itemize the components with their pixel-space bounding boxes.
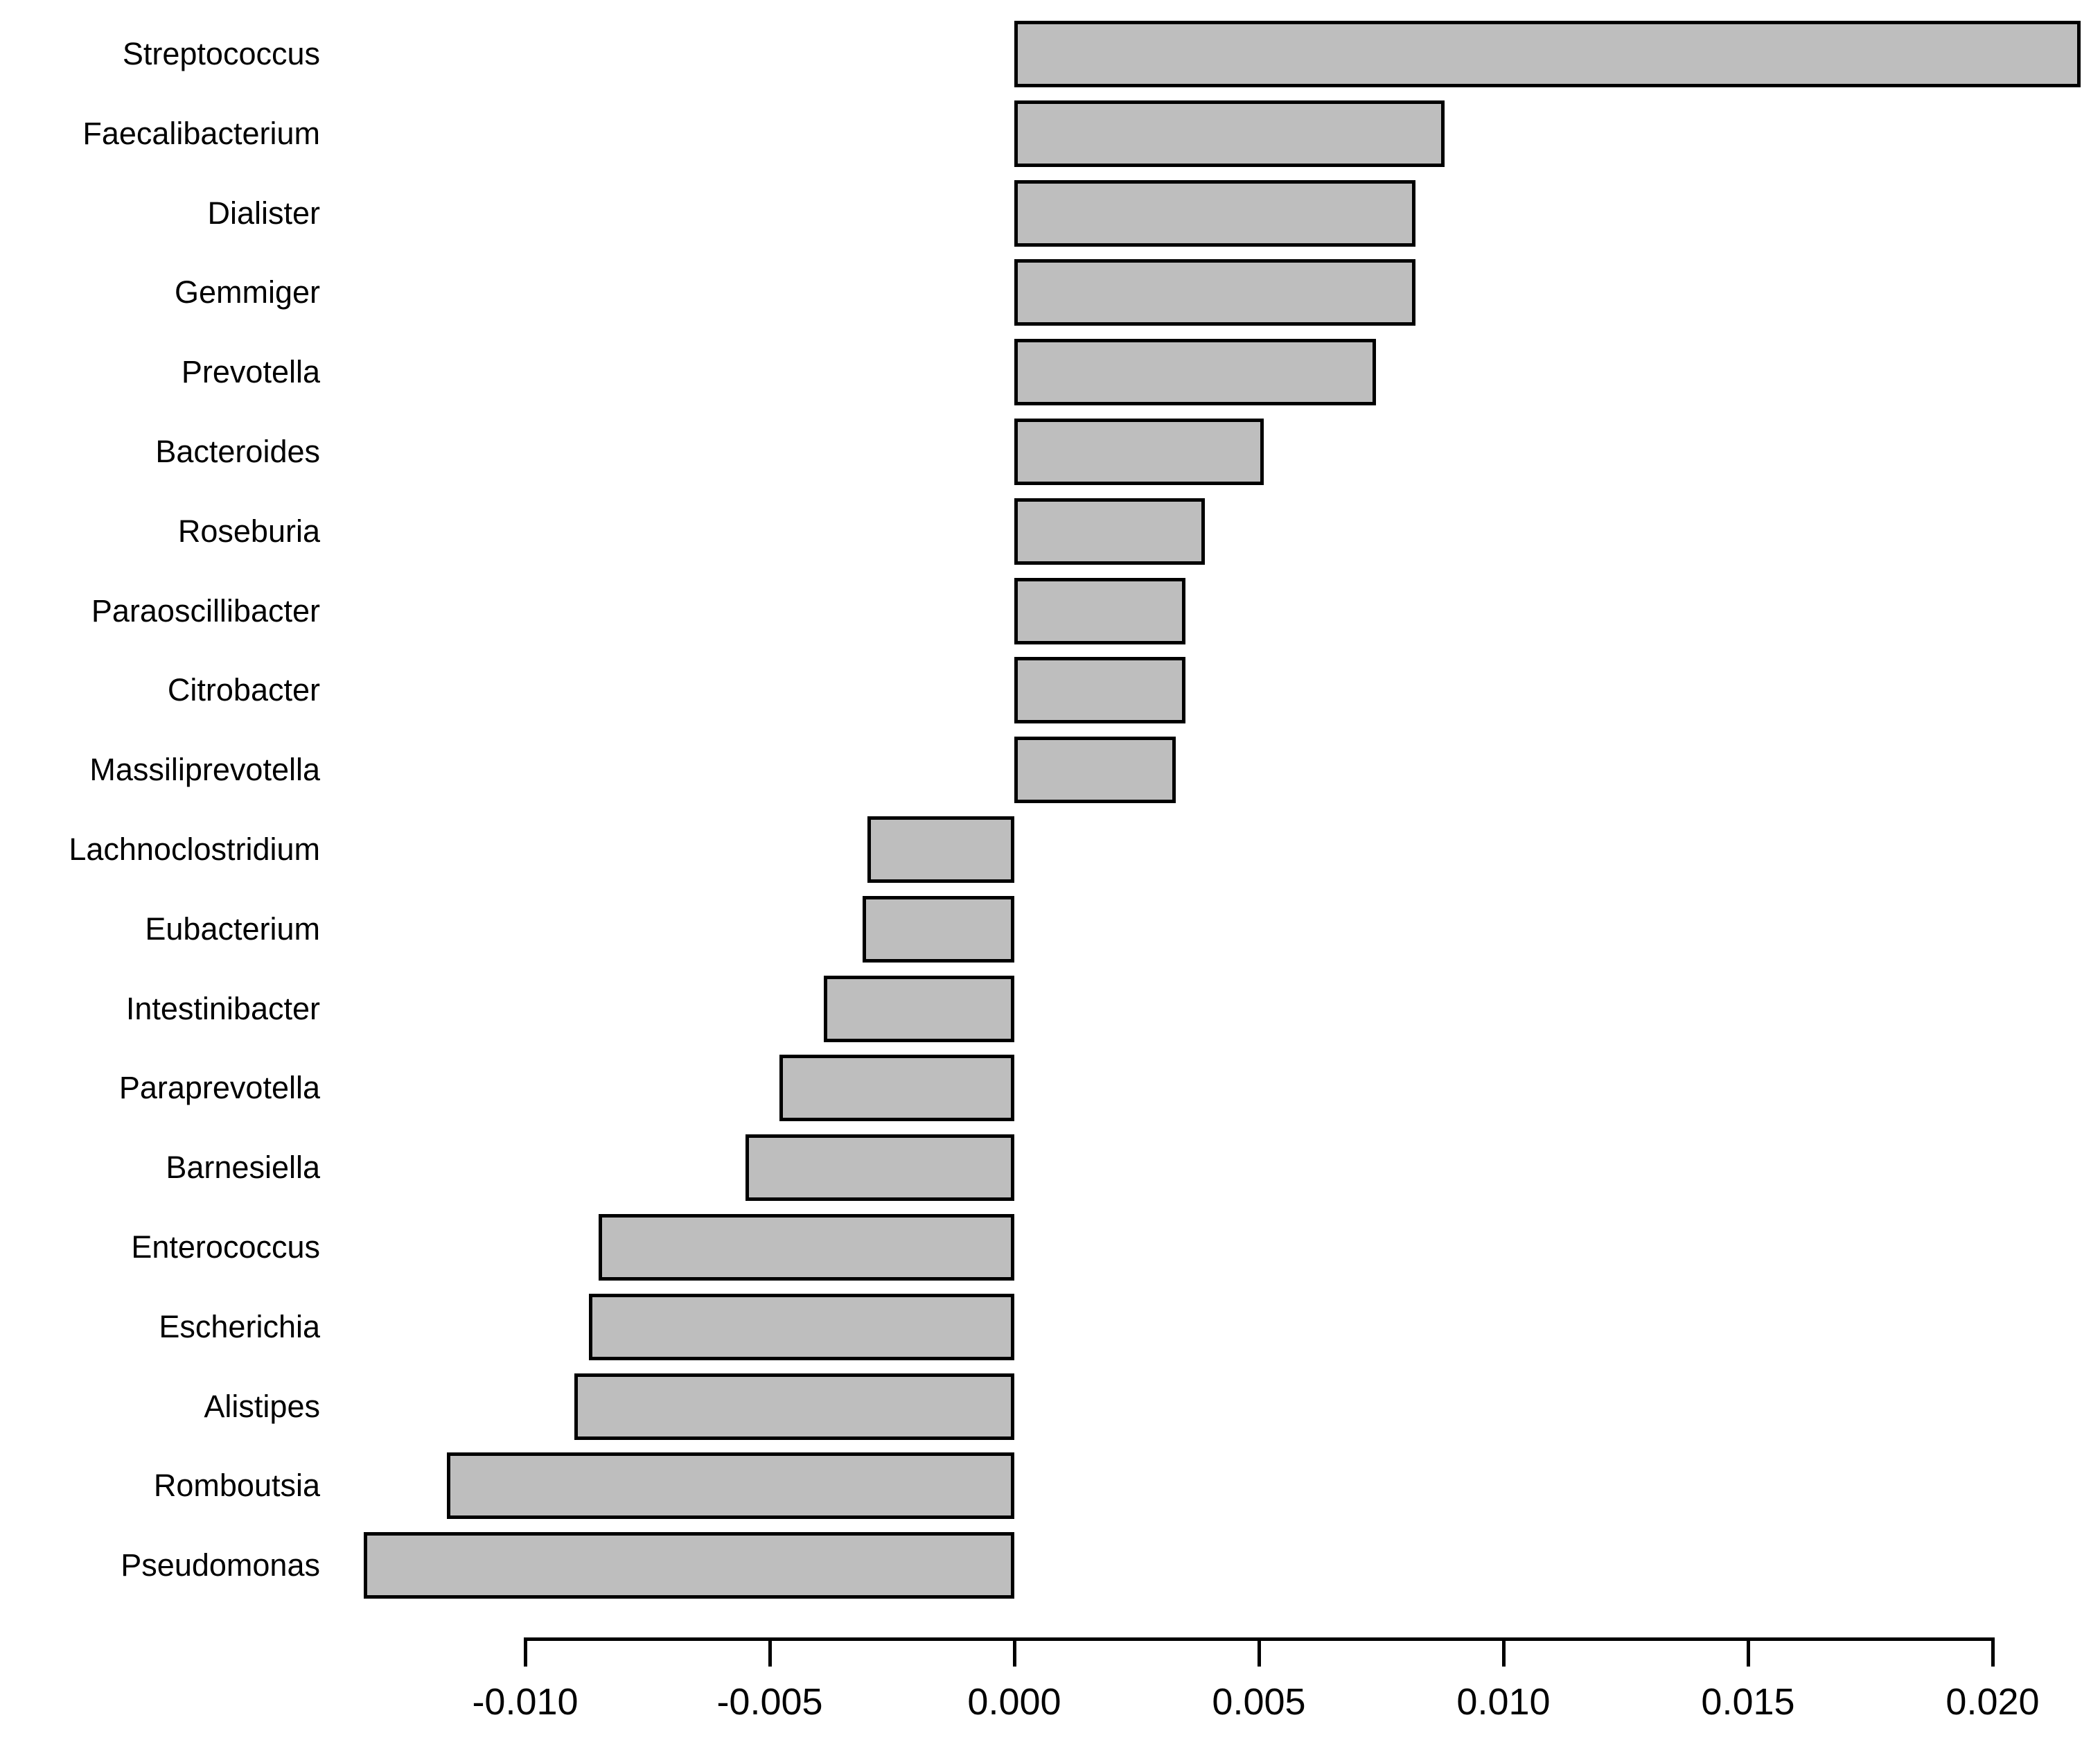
x-axis-tick-label: 0.020 — [1945, 1681, 2040, 1723]
category-label: Massiliprevotella — [89, 752, 320, 787]
x-axis-tick-label: 0.015 — [1701, 1681, 1795, 1723]
x-axis-tick-label: 0.000 — [967, 1681, 1061, 1723]
x-axis-tick-label: -0.005 — [716, 1681, 823, 1723]
x-axis-tick-label: 0.010 — [1456, 1681, 1551, 1723]
category-label: Romboutsia — [153, 1468, 320, 1503]
x-axis-tick — [1013, 1641, 1016, 1667]
x-axis-tick — [1502, 1641, 1506, 1667]
category-label: Intestinibacter — [125, 991, 320, 1026]
bar — [589, 1294, 1014, 1360]
x-axis-tick — [1747, 1641, 1750, 1667]
bar — [867, 816, 1014, 883]
bar — [574, 1373, 1014, 1440]
category-label: Pseudomonas — [121, 1547, 320, 1583]
bar — [745, 1134, 1014, 1201]
category-label: Bacteroides — [155, 434, 320, 469]
bar — [1014, 259, 1415, 326]
bar — [779, 1055, 1014, 1121]
bar — [1014, 419, 1264, 485]
bar — [1014, 339, 1376, 405]
bar — [824, 976, 1014, 1042]
x-axis-line — [524, 1637, 1995, 1641]
bar — [863, 896, 1014, 963]
bar — [1014, 657, 1185, 723]
category-label: Lachnoclostridium — [69, 832, 320, 867]
category-label: Citrobacter — [167, 672, 320, 708]
category-label: Escherichia — [159, 1309, 320, 1344]
x-axis-tick — [524, 1641, 527, 1667]
category-label: Paraprevotella — [118, 1070, 320, 1105]
bar — [447, 1452, 1014, 1519]
x-axis-tick — [1991, 1641, 1995, 1667]
x-axis-tick-label: -0.010 — [472, 1681, 579, 1723]
category-label: Paraoscillibacter — [91, 593, 320, 629]
category-label: Roseburia — [177, 513, 320, 549]
category-label: Enterococcus — [131, 1229, 320, 1265]
category-label: Eubacterium — [145, 911, 320, 947]
bar — [1014, 578, 1185, 644]
x-axis-tick — [768, 1641, 772, 1667]
bar — [1014, 180, 1415, 247]
bar — [1014, 737, 1176, 803]
category-label: Alistipes — [204, 1389, 320, 1424]
bar — [1014, 21, 2081, 87]
category-label: Streptococcus — [122, 36, 320, 71]
bar — [1014, 100, 1445, 167]
category-label: Faecalibacterium — [82, 116, 320, 151]
bar — [1014, 498, 1205, 565]
x-axis-tick-label: 0.005 — [1212, 1681, 1306, 1723]
category-label: Gemmiger — [174, 274, 320, 310]
category-label: Prevotella — [181, 354, 320, 389]
bar — [599, 1214, 1014, 1281]
category-label: Barnesiella — [166, 1150, 320, 1185]
category-label: Dialister — [207, 195, 320, 231]
x-axis-tick — [1258, 1641, 1261, 1667]
bar — [364, 1532, 1014, 1599]
